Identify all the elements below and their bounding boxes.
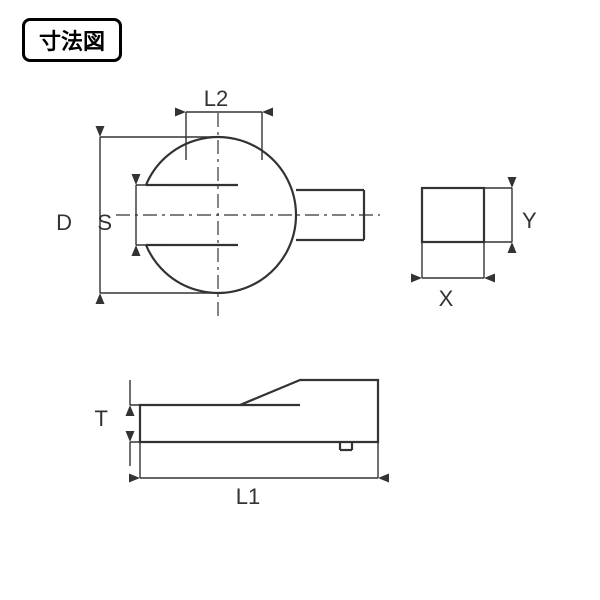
dim-label-L2: L2 [204, 86, 228, 111]
dim-label-L1: L1 [236, 484, 260, 509]
dim-label-X: X [439, 286, 454, 311]
dim-label-D: D [56, 210, 72, 235]
dimension-drawing: DS L2 Y X T L1 [0, 0, 600, 600]
dim-label-Y: Y [522, 208, 537, 233]
dim-label-T: T [95, 406, 108, 431]
dim-label-S: S [97, 210, 112, 235]
